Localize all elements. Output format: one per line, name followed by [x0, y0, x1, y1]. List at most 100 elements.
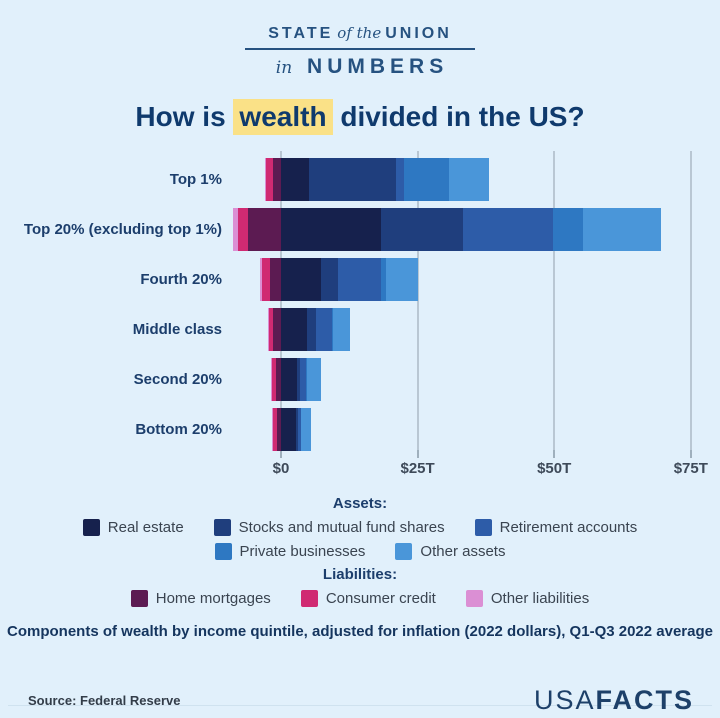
legend-swatch-other_liabilities	[465, 590, 483, 607]
legend-label-real_estate: Real estate	[107, 519, 184, 536]
bar-segment-consumer_credit	[273, 408, 278, 451]
legend-label-consumer_credit: Consumer credit	[325, 590, 436, 607]
legend-swatch-retirement	[474, 519, 492, 536]
bar-segment-stocks	[320, 258, 338, 301]
row-label-middle-class: Middle class	[132, 321, 222, 338]
legend-item-other_assets: Other assets	[395, 543, 505, 560]
source-text: Source: Federal Reserve	[28, 693, 181, 708]
bar-segment-private_businesses	[331, 308, 334, 351]
bar-segment-stocks	[307, 308, 316, 351]
bar-segment-home_mortgages	[272, 158, 281, 201]
legend-label-stocks: Stocks and mutual fund shares	[238, 519, 445, 536]
bar-segment-stocks	[296, 358, 300, 401]
legend-label-other_liabilities: Other liabilities	[490, 590, 590, 607]
legend-swatch-other_assets	[395, 543, 413, 560]
bar-segment-consumer_credit	[268, 308, 274, 351]
usafacts-logo-usa: USA	[533, 685, 596, 715]
title-post: divided in the US?	[332, 101, 585, 132]
gridline-$50T	[553, 151, 556, 450]
bar-segment-home_mortgages	[276, 358, 281, 401]
bar-segment-stocks	[380, 208, 463, 251]
legend-swatch-home_mortgages	[130, 590, 148, 607]
row-label-bottom-20-: Bottom 20%	[135, 421, 222, 438]
bar-segment-consumer_credit	[261, 258, 271, 301]
bar-segment-private_businesses	[403, 158, 449, 201]
bar-segment-retirement	[462, 208, 554, 251]
bar-segment-stocks	[308, 158, 396, 201]
logo-word-union: UNION	[385, 25, 452, 42]
bar-segment-other_assets	[385, 258, 419, 301]
axis-tick-label: $50T	[537, 460, 572, 477]
axis-tick-$0	[280, 450, 282, 458]
row-label-top-20-excluding-top-1-: Top 20% (excluding top 1%)	[23, 221, 222, 238]
legend-assets-row-2: Private businesses Other assets	[0, 543, 720, 560]
legend-assets-row-1: Real estate Stocks and mutual fund shares…	[0, 519, 720, 536]
gridline-$75T	[689, 151, 692, 450]
row-label-second-20-: Second 20%	[133, 371, 222, 388]
bar-segment-other_liabilities	[265, 158, 267, 201]
logo-word-of-the: of the	[337, 24, 382, 42]
legend-swatch-private_businesses	[214, 543, 232, 560]
bar-segment-private_businesses	[300, 408, 302, 451]
bar-segment-other_liabilities	[233, 208, 239, 251]
legend-label-private_businesses: Private businesses	[239, 543, 366, 560]
legend-liabilities-heading: Liabilities:	[322, 566, 398, 583]
axis-tick-label: $25T	[400, 460, 435, 477]
bar-segment-real_estate	[281, 208, 381, 251]
bar-segment-home_mortgages	[273, 308, 281, 351]
legend-item-retirement: Retirement accounts	[474, 519, 638, 536]
bar-segment-other_assets	[448, 158, 489, 201]
bar-segment-real_estate	[281, 358, 297, 401]
row-label-fourth-20-: Fourth 20%	[140, 271, 222, 288]
logo-line1: STATE of the UNION	[0, 24, 720, 43]
bar-segment-other_liabilities	[259, 258, 262, 301]
bar-segment-retirement	[395, 158, 404, 201]
bar-segment-private_businesses	[380, 258, 386, 301]
logo-word-numbers: NUMBERS	[307, 55, 449, 78]
bar-segment-private_businesses	[306, 358, 308, 401]
bar-segment-other_assets	[307, 358, 321, 401]
bar-segment-retirement	[299, 358, 307, 401]
bar-segment-other_assets	[333, 308, 351, 351]
bar-segment-home_mortgages	[248, 208, 281, 251]
row-label-top-1-: Top 1%	[169, 171, 222, 188]
bottom-divider	[8, 705, 712, 706]
legend-label-home_mortgages: Home mortgages	[155, 590, 271, 607]
logo-word-state: STATE	[268, 25, 334, 42]
legend-item-consumer_credit: Consumer credit	[300, 590, 436, 607]
bar-segment-home_mortgages	[277, 408, 281, 451]
legend-item-stocks: Stocks and mutual fund shares	[213, 519, 445, 536]
bar-segment-retirement	[297, 408, 301, 451]
logo-word-in: in	[275, 58, 293, 78]
logo-divider	[245, 48, 475, 50]
chart-footnote: Components of wealth by income quintile,…	[7, 623, 713, 640]
bar-segment-home_mortgages	[270, 258, 281, 301]
legend-label-other_assets: Other assets	[420, 543, 506, 560]
bar-segment-other_liabilities	[271, 358, 273, 401]
title-pre: How is	[135, 101, 234, 132]
wealth-stacked-bar-chart: $0 $25T $50T $75T Top 1% Top 20% (excluding t…	[0, 151, 720, 483]
bar-segment-other_liabilities	[272, 408, 274, 451]
legend-swatch-consumer_credit	[300, 590, 318, 607]
axis-tick-label: $0	[272, 460, 290, 477]
bar-segment-retirement	[337, 258, 381, 301]
bar-segment-other_assets	[301, 408, 312, 451]
legend-liabilities-row: Home mortgages Consumer credit Other liabi…	[0, 590, 720, 607]
bar-segment-consumer_credit	[266, 158, 273, 201]
legend-assets-heading: Assets:	[332, 495, 388, 512]
page-title: How is wealth divided in the US?	[0, 99, 720, 135]
legend-item-other_liabilities: Other liabilities	[465, 590, 590, 607]
usafacts-logo: USAFACTS	[534, 685, 694, 716]
bar-segment-real_estate	[281, 258, 321, 301]
bar-segment-retirement	[315, 308, 332, 351]
legend-item-private_businesses: Private businesses	[214, 543, 366, 560]
bar-segment-consumer_credit	[272, 358, 277, 401]
bar-segment-real_estate	[281, 408, 296, 451]
legend-item-real_estate: Real estate	[82, 519, 184, 536]
legend-swatch-stocks	[213, 519, 231, 536]
bar-segment-private_businesses	[553, 208, 584, 251]
axis-tick-$75T	[689, 450, 692, 458]
legend-label-retirement: Retirement accounts	[499, 519, 638, 536]
bar-segment-consumer_credit	[238, 208, 249, 251]
bar-segment-stocks	[295, 408, 298, 451]
